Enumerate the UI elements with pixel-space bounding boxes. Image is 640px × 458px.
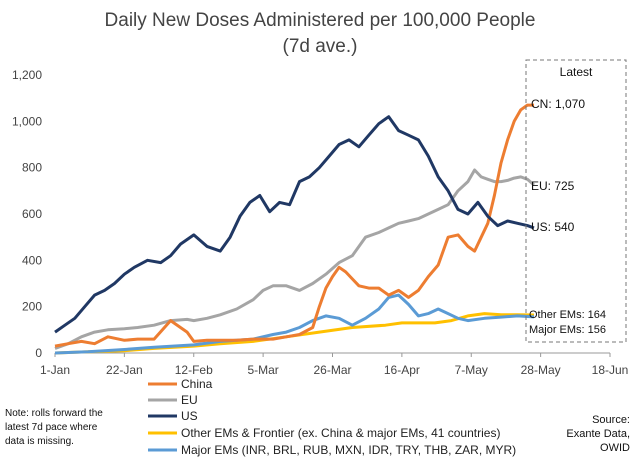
- note-line1: Note: rolls forward the: [5, 408, 103, 419]
- legend: China EU US Other EMs & Frontier (ex. Ch…: [148, 377, 516, 457]
- latest-box: [525, 59, 627, 343]
- x-tick-label: 18-Jun: [592, 363, 629, 377]
- latest-heading: Latest: [560, 65, 593, 79]
- y-tick-label: 400: [22, 253, 42, 267]
- chart-title-line1: Daily New Doses Administered per 100,000…: [105, 10, 536, 31]
- y-tick-label: 800: [22, 161, 42, 175]
- y-axis: 0 200 400 600 800 1,000 1,200: [12, 68, 42, 360]
- x-tick-label: 1-Jan: [40, 363, 70, 377]
- chart-title-line2: (7d ave.): [283, 36, 358, 57]
- latest-other: Other EMs: 164: [529, 309, 606, 321]
- y-tick-label: 200: [22, 300, 42, 314]
- source-line1: Source:: [592, 414, 630, 426]
- y-tick-label: 0: [35, 346, 42, 360]
- x-tick-label: 5-Mar: [247, 363, 278, 377]
- x-tick-label: 12-Feb: [175, 363, 213, 377]
- x-tick-label: 22-Jan: [106, 363, 143, 377]
- series-line-eu: [54, 168, 535, 350]
- source-line3: OWID: [600, 442, 630, 454]
- series-line-major-ems: [54, 293, 535, 355]
- x-tick-label: 16-Apr: [384, 363, 420, 377]
- series-line-china: [54, 103, 534, 348]
- legend-label-china: China: [181, 377, 213, 391]
- x-axis: 1-Jan 22-Jan 12-Feb 5-Mar 26-Mar 16-Apr 7-May 2…: [40, 353, 628, 377]
- latest-cn: CN: 1,070: [531, 97, 585, 111]
- legend-label-eu: EU: [181, 393, 198, 407]
- series-line-us: [54, 115, 535, 334]
- latest-us: US: 540: [531, 220, 575, 234]
- note-line2: latest 7d pace where: [5, 422, 98, 433]
- legend-label-other: Other EMs & Frontier (ex. China & major …: [181, 426, 500, 440]
- latest-eu: EU: 725: [531, 179, 575, 193]
- series-lines: [54, 103, 535, 355]
- y-tick-label: 1,000: [12, 114, 42, 128]
- x-tick-label: 28-May: [521, 363, 561, 377]
- source-line2: Exante Data,: [566, 428, 630, 440]
- y-tick-label: 600: [22, 207, 42, 221]
- note-line3: data is missing.: [5, 436, 74, 447]
- legend-label-major: Major EMs (INR, BRL, RUB, MXN, IDR, TRY,…: [181, 443, 516, 457]
- x-tick-label: 7-May: [455, 363, 488, 377]
- x-tick-label: 26-Mar: [313, 363, 351, 377]
- y-tick-label: 1,200: [12, 68, 42, 82]
- latest-major: Major EMs: 156: [529, 324, 606, 336]
- legend-label-us: US: [181, 409, 198, 423]
